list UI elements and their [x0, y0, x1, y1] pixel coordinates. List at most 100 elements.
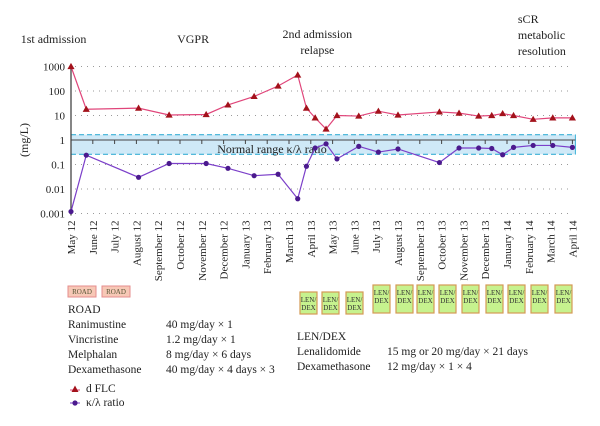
ratio-point [251, 173, 257, 179]
phase-annotation: 2nd admission [283, 27, 353, 41]
road-row: Dexamethasone 40 mg/day × 4 days × 3 [68, 363, 275, 378]
x-tick-label: March 13 [284, 220, 296, 263]
lendex-box-label: LEN/ [397, 289, 413, 297]
dflc-point [475, 112, 483, 119]
lendex-box-label: LEN/ [556, 289, 572, 297]
dflc-point [355, 112, 363, 119]
road-drug: Dexamethasone [68, 364, 142, 376]
ratio-point [375, 149, 381, 155]
lendex-box-label: DEX [418, 297, 432, 305]
ratio-point [295, 196, 301, 202]
lendex-regimen: LEN/DEX Lenalidomide 15 mg or 20 mg/day ×… [297, 330, 528, 375]
x-tick-label: August 13 [393, 220, 405, 266]
lendex-regimen-title: LEN/DEX [297, 331, 347, 343]
dflc-point [302, 104, 311, 111]
x-tick-label: November 12 [197, 221, 209, 281]
lendex-box-label: LEN/ [440, 289, 456, 297]
road-regimen: ROAD Ranimustine 40 mg/day × 1 Vincristin… [68, 303, 275, 378]
x-tick-label: December 13 [480, 220, 492, 279]
x-tick-label: September 12 [153, 221, 165, 282]
x-tick-label: July 13 [371, 220, 383, 253]
lendex-box-label: LEN/ [347, 296, 363, 304]
lendex-box-label: LEN/ [509, 289, 525, 297]
lendex-drug: Dexamethasone [297, 361, 371, 373]
road-treatment-box [67, 285, 97, 298]
lendex-treatment-box [461, 284, 480, 314]
phase-annotation: relapse [300, 43, 334, 57]
lendex-box-label: DEX [323, 304, 337, 312]
normal-range-label: Normal range κ/λ ratio [217, 142, 327, 156]
x-tick-label: December 12 [219, 221, 231, 280]
phase-annotation: metabolic [518, 28, 565, 42]
lendex-box-label: DEX [347, 304, 361, 312]
dflc-point [202, 110, 210, 118]
ratio-point [550, 142, 556, 149]
lendex-treatment-box [554, 284, 573, 314]
y-tick-label: 0.001 [40, 209, 65, 221]
lendex-box-label: DEX [532, 297, 546, 305]
lendex-treatment-box [485, 284, 504, 314]
x-tick-label: June 12 [88, 221, 100, 255]
lendex-drug: Lenalidomide [297, 346, 361, 358]
road-box-label: ROAD [106, 288, 126, 296]
road-dose: 1.2 mg/day × 1 [166, 334, 236, 346]
dflc-point [374, 107, 382, 114]
lendex-box-label: LEN/ [463, 289, 479, 297]
triangle-marker-icon [70, 385, 80, 392]
ratio-point [83, 152, 89, 158]
legend-label: d FLC [86, 383, 116, 395]
x-tick-label: May 12 [66, 221, 78, 255]
dflc-point [509, 111, 518, 119]
ratio-point [312, 145, 318, 151]
dflc-point [394, 111, 402, 118]
dflc-point [165, 111, 173, 118]
x-tick-label: April 14 [567, 220, 579, 257]
dflc-point [549, 114, 557, 121]
dflc-point [529, 115, 537, 122]
ratio-point [68, 208, 74, 215]
circle-marker-icon [70, 400, 80, 406]
road-row: Vincristine 1.2 mg/day × 1 [68, 333, 275, 348]
dflc-point [435, 108, 444, 115]
dflc-point [67, 62, 75, 70]
dflc-point [311, 114, 319, 121]
ratio-point [135, 174, 142, 180]
dflc-point [82, 105, 90, 112]
lendex-box-label: LEN/ [532, 289, 548, 297]
x-tick-label: January 14 [502, 220, 514, 268]
x-tick-label: February 13 [262, 220, 274, 274]
ratio-point [569, 144, 576, 150]
lendex-treatment-box [438, 284, 457, 314]
chart-legend: d FLC κ/λ ratio [70, 382, 125, 410]
lendex-box-label: LEN/ [374, 289, 390, 297]
road-row: Melphalan 8 mg/day × 6 days [68, 348, 275, 363]
dflc-point [322, 125, 330, 132]
legend-item-ratio: κ/λ ratio [70, 396, 125, 410]
ratio-point [166, 160, 172, 167]
x-tick-label: July 12 [110, 221, 122, 253]
x-tick-label: January 13 [240, 220, 252, 268]
dflc-point [274, 82, 282, 89]
lendex-treatment-box [299, 291, 318, 315]
dflc-point [224, 101, 232, 108]
road-dose: 8 mg/day × 6 days [166, 349, 252, 361]
road-row: Ranimustine 40 mg/day × 1 [68, 318, 275, 333]
y-tick-label: 1 [60, 135, 66, 147]
dflc-line [70, 66, 573, 130]
ratio-point [436, 159, 443, 166]
legend-label: κ/λ ratio [86, 397, 125, 409]
lendex-dose: 12 mg/day × 1 × 4 [387, 361, 472, 373]
road-treatment-box [101, 285, 131, 298]
ratio-point [476, 145, 482, 151]
dflc-point [294, 71, 302, 78]
ratio-point [530, 142, 536, 149]
lendex-treatment-box [321, 291, 340, 315]
lendex-box-label: DEX [301, 304, 315, 312]
y-tick-label: 0.01 [46, 184, 65, 196]
ratio-point [489, 145, 495, 152]
x-tick-label: October 12 [175, 221, 187, 270]
ratio-point [395, 146, 401, 152]
ratio-point [510, 144, 517, 150]
lendex-treatment-box [416, 284, 435, 314]
